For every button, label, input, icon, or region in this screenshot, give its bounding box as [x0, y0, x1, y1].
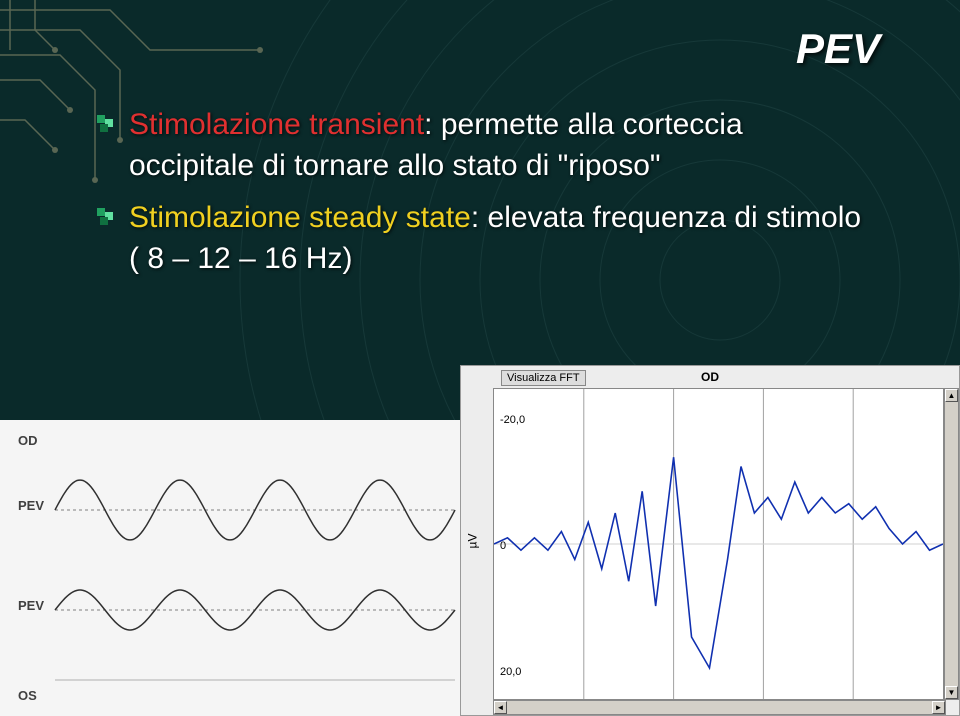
fft-line-chart — [494, 389, 943, 699]
scroll-left-button[interactable]: ◄ — [494, 701, 507, 714]
bullet-icon — [95, 206, 115, 226]
scrollbar-vertical[interactable]: ▲ ▼ — [944, 388, 959, 700]
sine-chart: OD PEV PEV OS — [0, 420, 460, 716]
ytick-label: 0 — [500, 540, 506, 552]
fft-y-axis-label: µV — [465, 533, 479, 548]
fft-window: Visualizza FFT OD µV -20,0 0 20,0 ▲ ▼ ◄ ► — [460, 365, 960, 716]
bullet-text: Stimolazione transient: permette alla co… — [129, 105, 875, 186]
scrollbar-horizontal[interactable]: ◄ ► — [493, 700, 946, 715]
fft-header-label: OD — [701, 370, 719, 384]
scroll-right-button[interactable]: ► — [932, 701, 945, 714]
visualize-fft-button[interactable]: Visualizza FFT — [501, 370, 586, 386]
svg-text:PEV: PEV — [18, 498, 44, 513]
sine-chart-panel: OD PEV PEV OS — [0, 420, 460, 716]
svg-text:PEV: PEV — [18, 598, 44, 613]
ytick-label: 20,0 — [500, 666, 521, 678]
svg-text:OS: OS — [18, 688, 37, 703]
bullet-icon — [95, 113, 115, 133]
fft-plot-area: -20,0 0 20,0 — [493, 388, 944, 700]
bullet-text: Stimolazione steady state: elevata frequ… — [129, 198, 875, 279]
ytick-label: -20,0 — [500, 414, 525, 426]
svg-text:OD: OD — [18, 433, 38, 448]
scroll-up-button[interactable]: ▲ — [945, 389, 958, 402]
bullet-item: Stimolazione steady state: elevata frequ… — [95, 198, 875, 279]
scroll-down-button[interactable]: ▼ — [945, 686, 958, 699]
bullet-list: Stimolazione transient: permette alla co… — [95, 105, 875, 291]
bullet-item: Stimolazione transient: permette alla co… — [95, 105, 875, 186]
page-title: PEV — [796, 25, 880, 73]
